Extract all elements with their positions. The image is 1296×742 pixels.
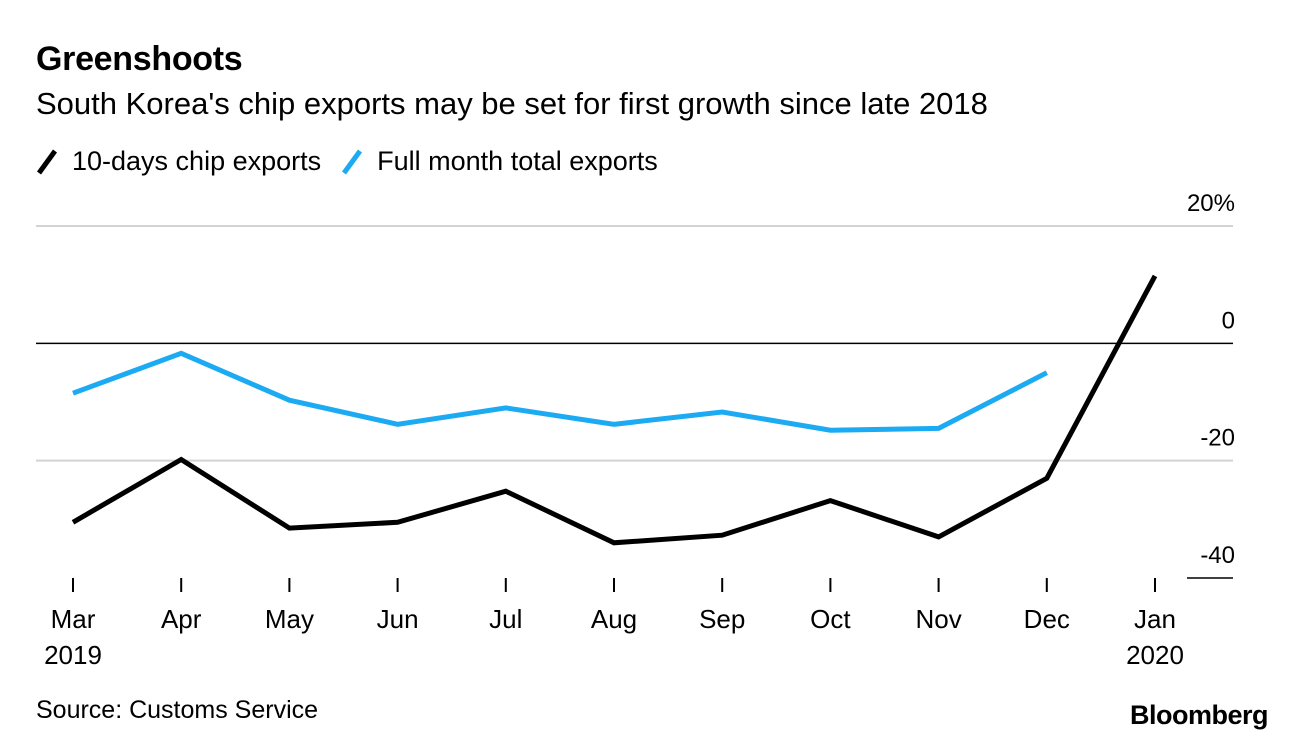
legend-label: 10-days chip exports — [72, 146, 322, 176]
x-tick-label: Apr — [161, 604, 202, 634]
legend-item-chip-exports: 10-days chip exports — [36, 146, 321, 177]
legend-item-total-exports: Full month total exports — [341, 146, 658, 177]
x-tick-label: Nov — [915, 604, 961, 634]
x-tick-label: Aug — [591, 604, 637, 634]
chart-title: Greenshoots — [36, 40, 243, 78]
y-tick-label: -20 — [1200, 425, 1235, 452]
legend-swatch-black-icon — [36, 149, 58, 174]
y-tick-label: -40 — [1200, 542, 1235, 569]
x-tick-label: May — [265, 604, 314, 634]
x-tick-label: Sep — [699, 604, 745, 634]
series-line-total-exports — [72, 350, 1048, 433]
series-line-chip-exports — [71, 274, 1158, 546]
source-note: Source: Customs Service — [36, 696, 319, 724]
bloomberg-logo: Bloomberg — [1129, 700, 1269, 730]
x-tick-label: Jul — [489, 604, 522, 634]
y-tick-label: 20% — [1187, 190, 1235, 217]
x-tick-year-label: 2020 — [1126, 640, 1184, 670]
x-tick-label: Mar — [51, 604, 96, 634]
legend: 10-days chip exports Full month total ex… — [36, 146, 678, 177]
x-tick-year-label: 2019 — [44, 640, 102, 670]
chart-subtitle: South Korea's chip exports may be set fo… — [36, 86, 988, 121]
legend-label: Full month total exports — [377, 146, 658, 176]
x-tick-label: Jan — [1134, 604, 1176, 634]
x-tick-label: Dec — [1024, 604, 1070, 634]
x-tick-label: Jun — [377, 604, 419, 634]
legend-swatch-blue-icon — [342, 149, 363, 174]
y-tick-label: 0 — [1222, 307, 1235, 334]
x-tick-label: Oct — [810, 604, 851, 634]
